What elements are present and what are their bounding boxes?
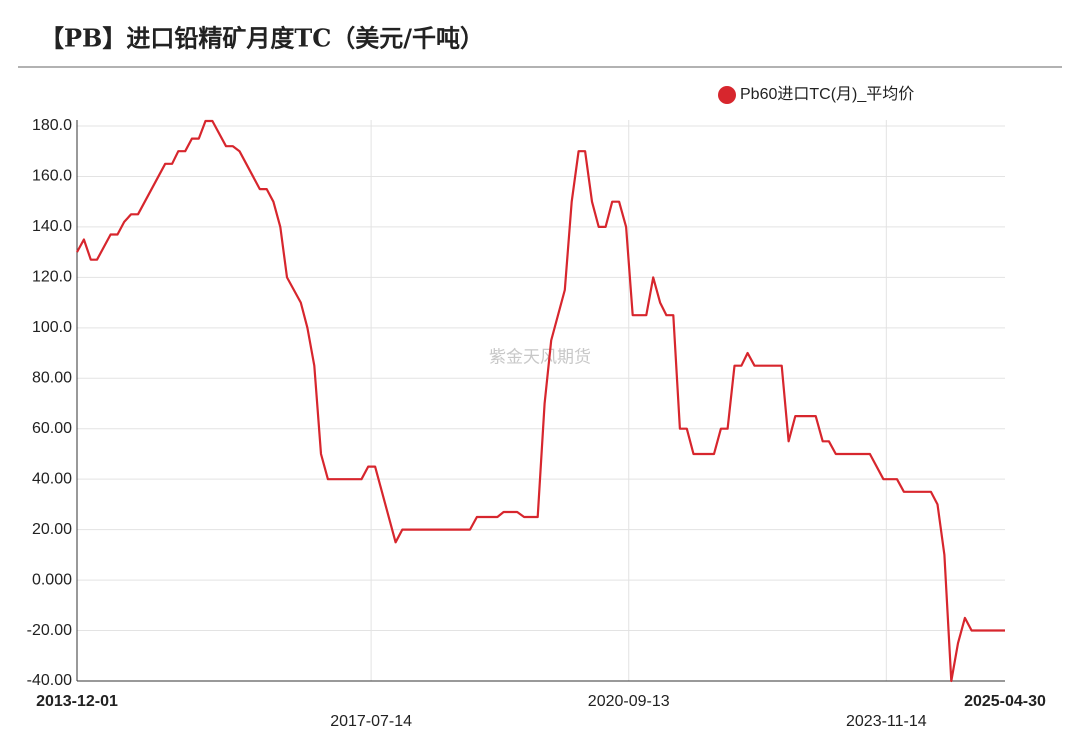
y-tick-label: 80.00 xyxy=(32,369,72,386)
x-tick-label: 2020-09-13 xyxy=(588,693,670,710)
y-tick-label: 100.0 xyxy=(32,319,72,336)
y-tick-label: -40.00 xyxy=(27,672,72,689)
x-tick-label: 2025-04-30 xyxy=(964,693,1046,710)
x-tick-label: 2013-12-01 xyxy=(36,693,118,710)
y-tick-label: 40.00 xyxy=(32,470,72,487)
x-tick-label: 2017-07-14 xyxy=(330,713,412,730)
legend-label: Pb60进口TC(月)_平均价 xyxy=(740,85,914,103)
y-tick-label: 140.0 xyxy=(32,218,72,235)
chart-title: 【PB】进口铅精矿月度TC（美元/千吨） xyxy=(40,24,484,53)
data-line xyxy=(76,119,1005,683)
watermark: 紫金天风期货 xyxy=(489,347,591,366)
x-tick-label: 2023-11-14 xyxy=(846,713,927,730)
y-tick-label: 180.0 xyxy=(32,117,72,134)
y-tick-label: -20.00 xyxy=(27,622,72,639)
y-tick-label: 0.000 xyxy=(32,571,72,588)
y-tick-label: 160.0 xyxy=(32,168,72,185)
legend-marker xyxy=(718,86,736,104)
y-tick-label: 120.0 xyxy=(32,269,72,286)
y-tick-label: 60.00 xyxy=(32,420,72,437)
y-tick-label: 20.00 xyxy=(32,521,72,538)
